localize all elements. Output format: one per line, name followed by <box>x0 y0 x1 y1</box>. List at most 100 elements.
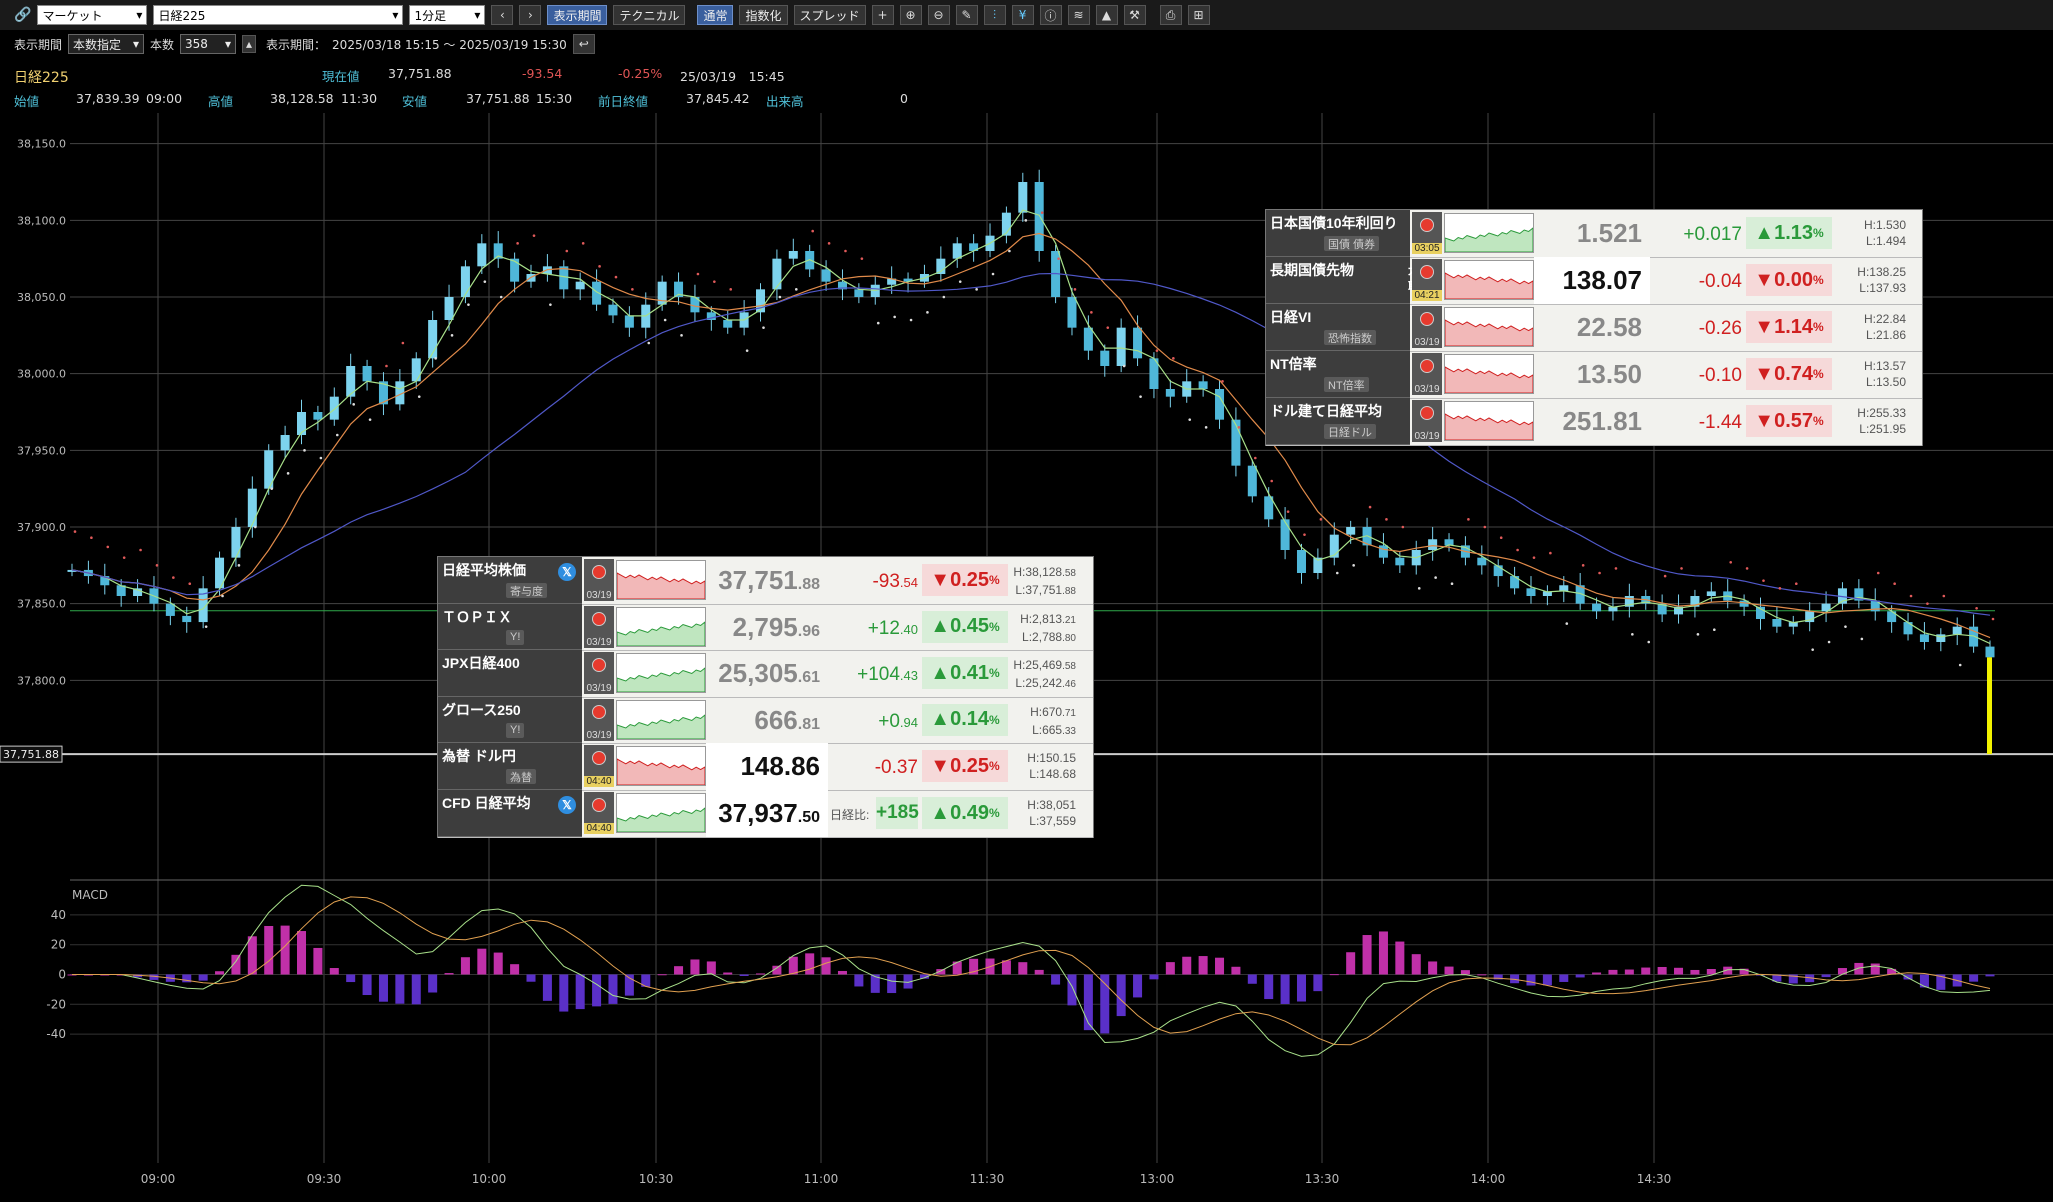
panel-row[interactable]: グロース250 Y! 03/19 666.81 +0.94 ▲0.14% H:670.71 L… <box>438 696 1093 745</box>
low-main: L:1.494 <box>1865 234 1906 248</box>
new-window-icon[interactable]: ⊞ <box>1187 5 1210 25</box>
candle <box>198 588 208 623</box>
candle <box>1346 527 1356 535</box>
instrument-change: +104.43 <box>828 664 918 686</box>
panel-row[interactable]: CFD 日経平均 𝕏 04:40 37,937.50 日経比: +185 ▲0.49% H:3… <box>438 790 1093 838</box>
info-icon[interactable]: ⓘ <box>1039 5 1062 25</box>
sparkline-svg <box>616 758 706 786</box>
price-chart[interactable]: 38,150.0 38,100.0 38,050.0 38,000.0 37,950.0… <box>0 113 2053 1202</box>
candle <box>1313 557 1323 573</box>
zoom-out-icon[interactable]: ⊖ <box>927 5 950 25</box>
instrument-value: 251.81 <box>1534 406 1642 437</box>
macd-histogram-bar <box>313 947 323 975</box>
instrument-sub-button[interactable]: 恐怖指数 <box>1324 330 1376 345</box>
candle <box>772 258 782 290</box>
stepper-up-icon[interactable]: ▴ <box>242 35 257 53</box>
technical-button[interactable]: テクニカル <box>613 5 686 25</box>
spread-button[interactable]: スプレッド <box>793 5 866 25</box>
high-value: H:150.15 <box>1010 750 1076 766</box>
candle <box>1624 596 1634 607</box>
market-select[interactable]: マーケット ▾ <box>37 5 148 25</box>
candle <box>1690 596 1700 607</box>
panel-row[interactable]: 為替 ドル円 為替 04:40 148.86 -0.37 ▼0.25% H:150.15 L:… <box>438 743 1093 791</box>
zoom-in-icon[interactable]: ⊕ <box>899 5 922 25</box>
sar-dot <box>1614 567 1618 570</box>
panel-row[interactable]: NT倍率 NT倍率 03/19 13.50 -0.10 ▼0.74% H:13.57 L:13… <box>1266 351 1922 399</box>
instrument-change: -0.04 <box>1650 271 1742 293</box>
macd-histogram-bar <box>1969 974 1979 982</box>
macd-histogram-bar <box>1378 931 1388 975</box>
period-button[interactable]: 表示期間 <box>547 5 608 25</box>
interval-select[interactable]: 1分足 ▾ <box>409 5 486 25</box>
wrench-icon[interactable]: ⚒ <box>1123 5 1146 25</box>
prev-arrow-icon[interactable]: ‹ <box>491 5 514 25</box>
symbol-select[interactable]: 日経225 ▾ <box>153 5 404 25</box>
instrument-sub-button[interactable]: 国債 債券 <box>1324 236 1380 251</box>
sar-dot <box>335 433 339 437</box>
panel-row[interactable]: 日経VI 恐怖指数 03/19 22.58 -0.26 ▼1.14% H:22.84 L:21… <box>1266 304 1922 352</box>
chevron-down-icon: ▾ <box>136 8 143 22</box>
panel-row[interactable]: ＴＯＰＩＸ Y! 03/19 2,795.96 +12.40 ▲0.45% H:2,813.… <box>438 603 1093 652</box>
high-low: H:13.57 L:13.50 <box>1834 358 1906 390</box>
normal-button[interactable]: 通常 <box>697 5 734 25</box>
candle <box>313 412 323 420</box>
chevron-down-icon: ▾ <box>392 8 399 22</box>
jp-flag-dot <box>1420 359 1434 373</box>
crosshair-icon[interactable]: + <box>871 5 894 25</box>
macd-histogram-bar <box>1149 974 1159 980</box>
sparkline <box>1444 354 1534 394</box>
candle <box>477 243 487 267</box>
link-icon[interactable]: 🔗 <box>14 7 32 23</box>
candle <box>969 243 979 251</box>
sar-dot <box>352 403 355 406</box>
sar-dot <box>778 295 782 299</box>
x-social-icon[interactable]: 𝕏 <box>558 796 576 814</box>
instrument-sub-button[interactable]: 寄与度 <box>506 583 547 598</box>
sar-dot <box>1434 576 1437 579</box>
instrument-value: 138.07 <box>1534 265 1642 296</box>
yen-icon[interactable]: ¥ <box>1011 5 1034 25</box>
instrument-sub-button[interactable]: NT倍率 <box>1324 377 1369 392</box>
count-stepper[interactable]: 358 ▾ <box>180 34 237 54</box>
candle <box>723 320 733 328</box>
panel-row[interactable]: 長期国債先物大取04:21138.07-0.04▼0.00%H:138.25L:… <box>1266 257 1922 305</box>
sar-dot <box>1286 510 1290 513</box>
index-button[interactable]: 指数化 <box>739 5 788 25</box>
macd-histogram-bar <box>510 964 520 975</box>
x-social-icon[interactable]: 𝕏 <box>558 563 576 581</box>
area-chart-icon[interactable]: ▲ <box>1095 5 1118 25</box>
panel-row[interactable]: ドル建て日経平均 日経ドル 03/19 251.81 -1.44 ▼0.57% H:255.… <box>1266 398 1922 446</box>
macd-histogram-bar <box>788 956 798 975</box>
candle <box>1592 603 1602 612</box>
instrument-change: -93.54 <box>828 571 918 593</box>
instrument-sub-button[interactable]: Y! <box>506 629 525 645</box>
next-arrow-icon[interactable]: › <box>519 5 542 25</box>
x-tick-label: 09:00 <box>141 1172 176 1186</box>
sparkline-svg <box>1444 272 1534 300</box>
low-main: L:137.93 <box>1859 281 1906 295</box>
candle <box>575 281 585 290</box>
instrument-name-cell: グロース250 Y! <box>438 696 582 744</box>
count-mode-select[interactable]: 本数指定 ▾ <box>68 34 145 54</box>
macd-histogram-bar <box>1706 969 1716 975</box>
y-tick-label: 38,100.0 <box>17 214 66 227</box>
instrument-sub-button[interactable]: Y! <box>506 722 525 738</box>
panel-row[interactable]: 日経平均株価 寄与度 𝕏 03/19 37,751.88 -93.54 ▼0.25% H:38… <box>438 557 1093 605</box>
macd-histogram-bar <box>493 952 503 975</box>
print-icon[interactable]: ⎙ <box>1159 5 1182 25</box>
sar-dot <box>385 364 388 368</box>
compare-icon[interactable]: ≋ <box>1067 5 1090 25</box>
high-main: H:1.530 <box>1863 218 1906 232</box>
sar-dot <box>1565 622 1569 625</box>
instrument-sub-button[interactable]: 日経ドル <box>1324 424 1376 439</box>
instrument-sub-button[interactable]: 為替 <box>506 769 536 785</box>
reset-icon[interactable]: ↩ <box>572 34 595 54</box>
candle-icon[interactable]: ⫶ <box>983 5 1006 25</box>
sparkline-area <box>616 713 706 740</box>
high-main: H:138.25 <box>1857 265 1906 279</box>
panel-row[interactable]: 日本国債10年利回り 国債 債券 03:05 1.521 +0.017 ▲1.13% H:1… <box>1266 210 1922 258</box>
sar-dot <box>1270 479 1274 483</box>
candle <box>231 527 241 558</box>
panel-row[interactable]: JPX日経400 03/19 25,305.61 +104.43 ▲0.41% H:25,… <box>438 650 1093 698</box>
pen-icon[interactable]: ✎ <box>955 5 978 25</box>
